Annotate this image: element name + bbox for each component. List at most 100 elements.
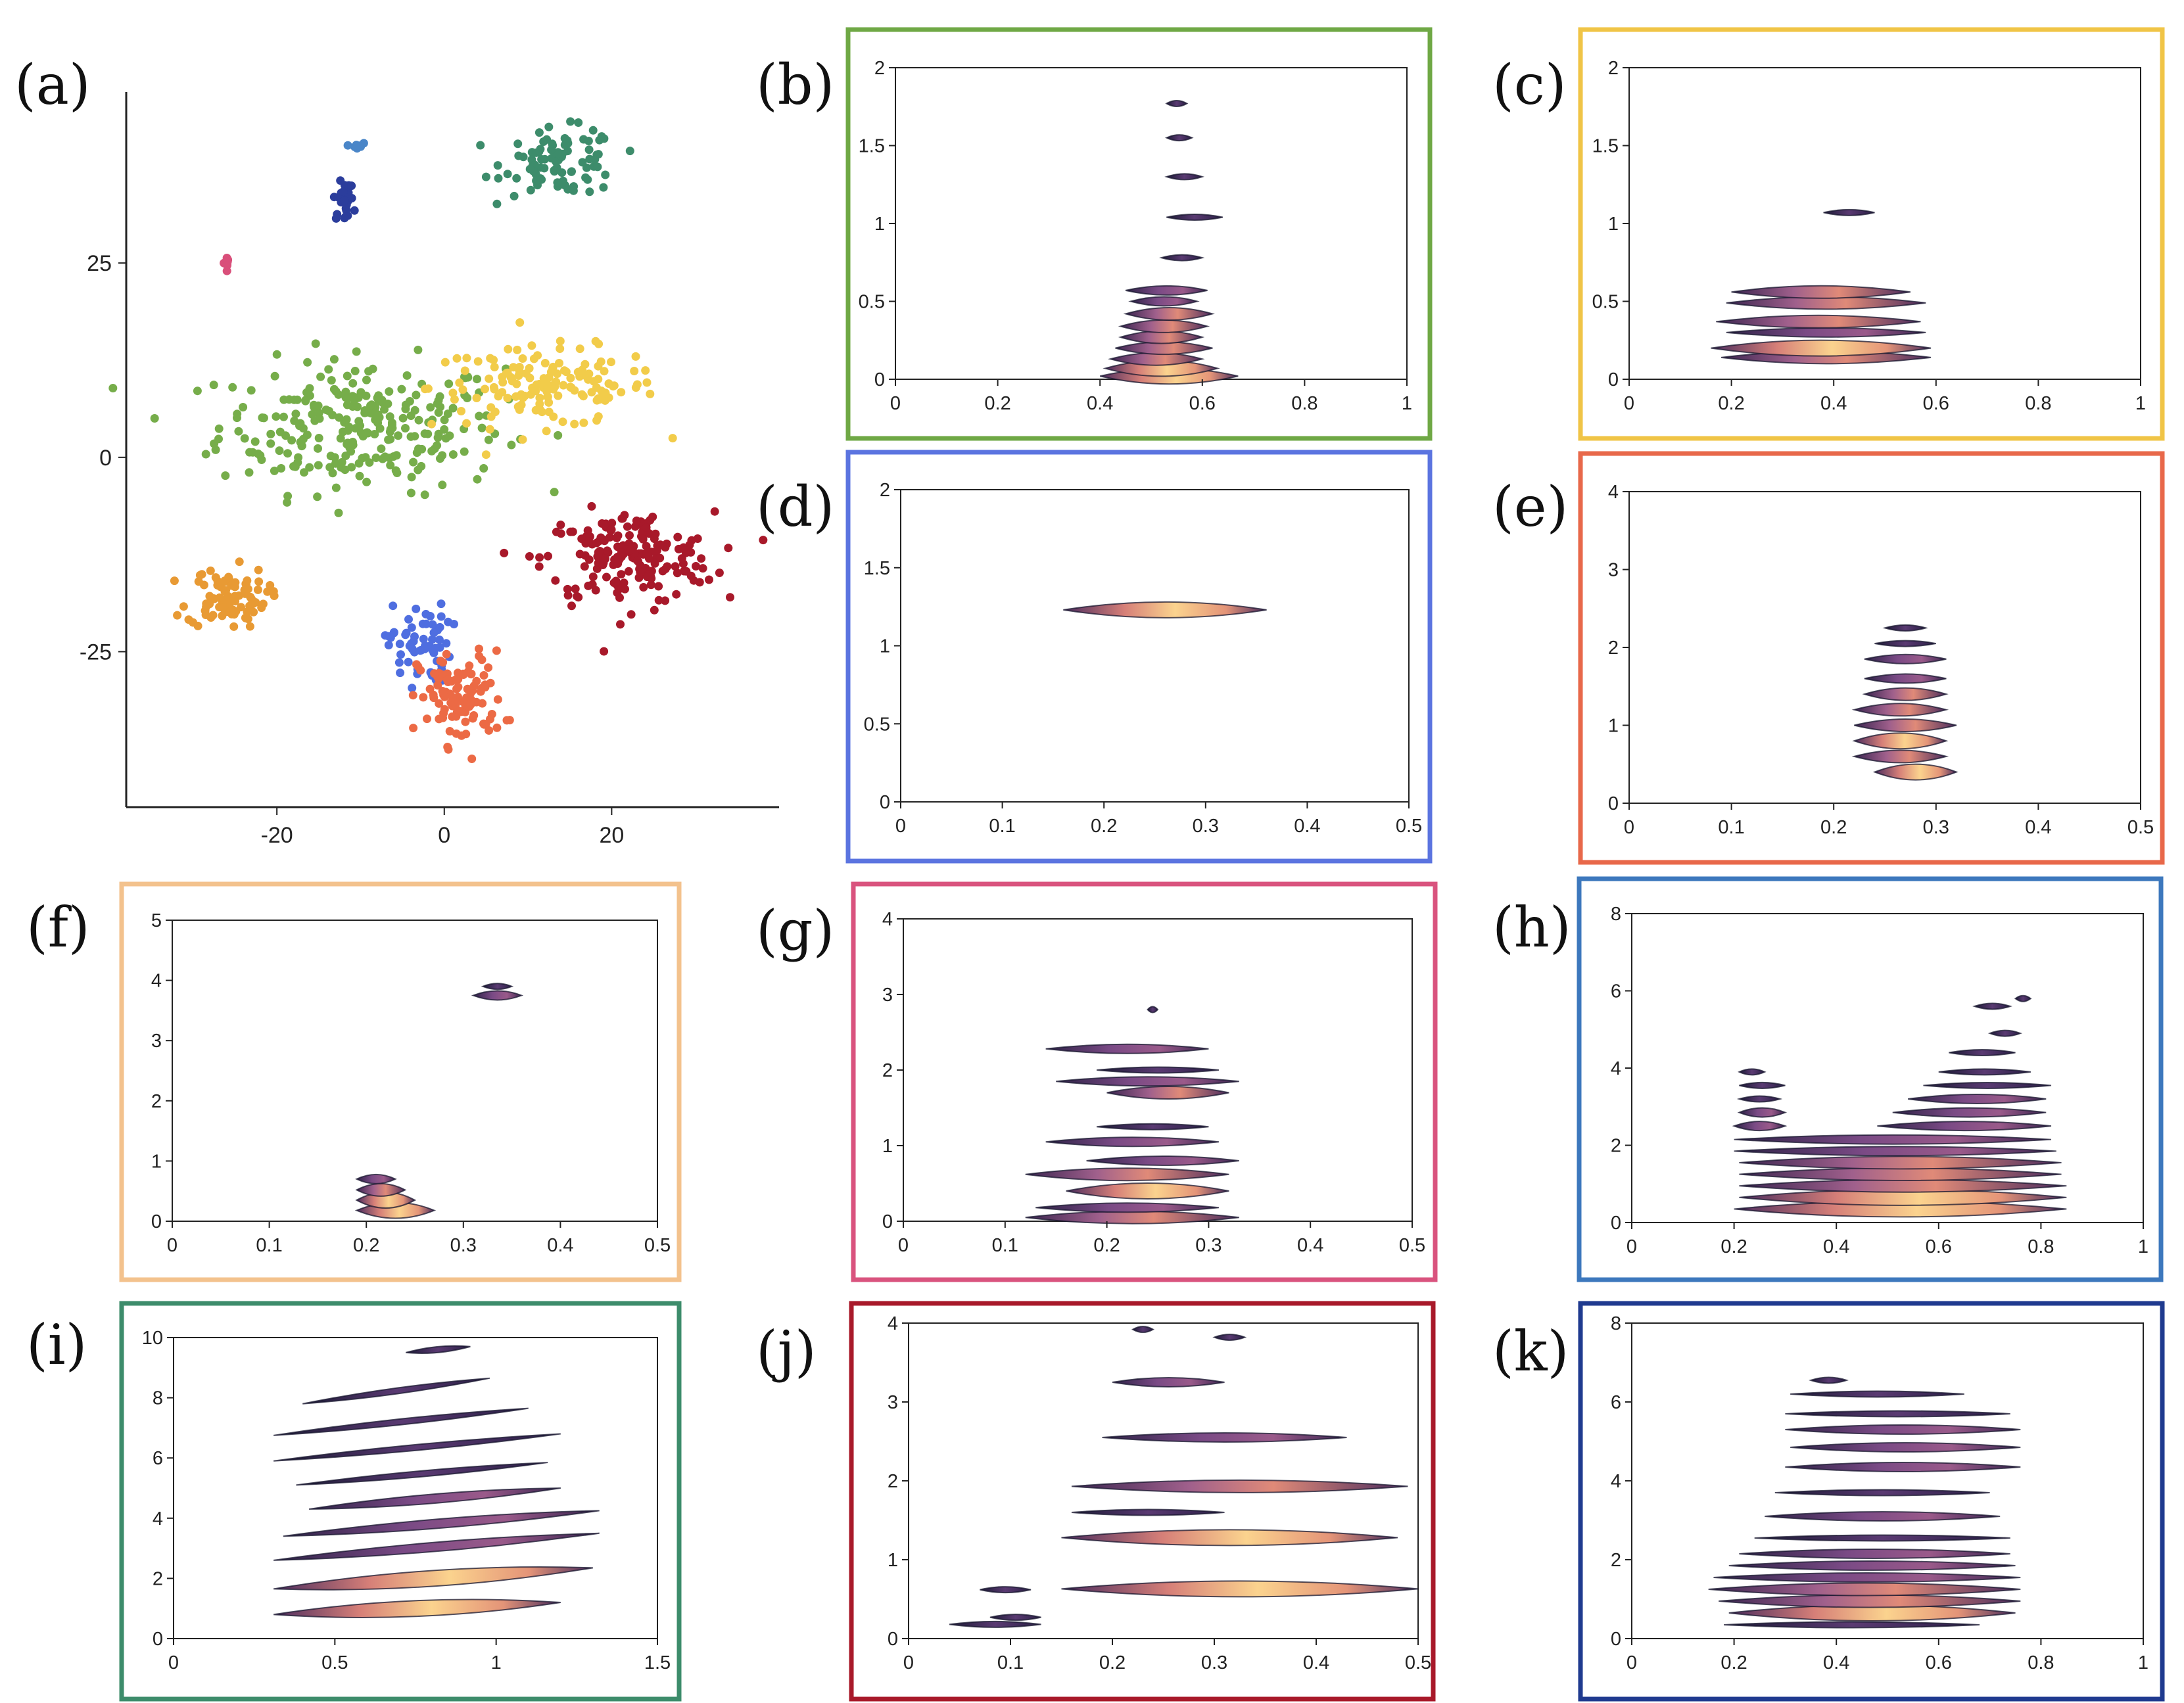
x-tick-label: 0.2	[1718, 393, 1744, 414]
scatter-point	[227, 581, 236, 590]
scatter-point	[410, 406, 419, 415]
scatter-point	[434, 429, 443, 438]
plot-area	[172, 920, 658, 1222]
scatter-point	[544, 551, 552, 561]
scatter-point	[532, 380, 541, 389]
density-band	[1972, 1002, 2012, 1010]
scatter-point	[391, 466, 400, 475]
density-band	[1731, 285, 1911, 299]
y-tick-label: 1	[882, 1136, 893, 1157]
scatter-point	[487, 710, 496, 718]
scatter-point	[484, 435, 493, 444]
density-band	[1938, 1068, 2031, 1076]
density-band	[1851, 703, 1949, 717]
scatter-point	[314, 434, 323, 442]
x-tick-label: -20	[261, 823, 293, 848]
scatter-point	[438, 480, 447, 490]
scatter-point	[269, 587, 278, 596]
scatter-point	[389, 601, 398, 611]
scatter-point	[442, 649, 451, 659]
scatter-point	[558, 168, 567, 177]
scatter-point	[594, 339, 604, 348]
scatter-point	[329, 385, 339, 394]
density-band	[1734, 1134, 2052, 1145]
scatter-point	[473, 357, 483, 366]
y-tick-label: 1	[151, 1151, 162, 1172]
scatter-point	[401, 404, 410, 413]
scatter-point	[283, 449, 292, 458]
density-band	[1754, 1534, 2010, 1542]
scatter-point	[515, 318, 525, 327]
density-band	[1723, 1621, 1980, 1629]
scatter-point	[439, 713, 448, 722]
y-tick-label: 4	[1611, 1058, 1621, 1079]
scatter-point	[567, 601, 576, 611]
scatter-point	[384, 641, 393, 649]
y-tick-label: 3	[151, 1031, 162, 1052]
y-tick-label: 0	[1611, 1213, 1621, 1234]
y-tick-label: 0	[99, 446, 112, 471]
scatter-point	[407, 473, 416, 482]
scatter-point	[537, 154, 546, 164]
scatter-point	[234, 427, 243, 436]
scatter-point	[575, 344, 584, 354]
scatter-point	[462, 419, 471, 428]
scatter-point	[254, 449, 263, 458]
scatter-point	[350, 206, 359, 215]
scatter-point	[272, 412, 281, 421]
scatter-point	[600, 647, 609, 656]
scatter-point	[585, 187, 594, 197]
density-plot-h: 0 0.2 0.4 0.6 0.8 1 0 2 4 6 8	[1611, 904, 2148, 1257]
scatter-point	[575, 368, 583, 377]
scatter-point	[275, 446, 284, 455]
density-band	[1158, 254, 1205, 262]
scatter-point	[487, 412, 496, 421]
scatter-point	[519, 152, 528, 162]
scatter-point	[493, 695, 502, 704]
panel-label-a: (a)	[14, 53, 91, 117]
scatter-point	[331, 214, 341, 223]
density-band	[296, 1462, 548, 1486]
scatter-point	[377, 444, 386, 454]
scatter-point	[381, 631, 390, 640]
scatter-point	[428, 635, 437, 644]
scatter-point	[226, 607, 235, 616]
x-tick-label: 0.2	[1721, 1652, 1747, 1673]
scatter-point	[481, 450, 490, 459]
x-tick-label: 0.4	[2025, 817, 2051, 838]
scatter-point	[583, 175, 592, 184]
y-tick-label: 10	[142, 1328, 163, 1349]
scatter-point	[646, 389, 655, 398]
x-tick-label: 0.4	[547, 1235, 573, 1256]
scatter-point	[385, 387, 394, 396]
scatter-point	[440, 358, 450, 367]
scatter-point	[353, 402, 362, 411]
scatter-point	[430, 669, 439, 678]
scatter-point	[577, 390, 586, 399]
scatter-point	[272, 350, 281, 359]
scatter-point	[617, 388, 626, 397]
scatter-point	[406, 432, 415, 441]
density-band	[1874, 640, 1936, 647]
density-plot-c: 0 0.2 0.4 0.6 0.8 1 0 0.5 1 1.5 2	[1592, 58, 2146, 414]
scatter-point	[490, 363, 499, 371]
scatter-point	[205, 599, 214, 609]
scatter-point	[245, 468, 254, 477]
scatter-point	[513, 139, 523, 149]
scatter-point	[600, 367, 609, 376]
x-tick-label: 0.5	[1396, 816, 1422, 837]
x-tick-label: 0	[1626, 1236, 1637, 1257]
scatter-point	[223, 261, 231, 270]
panel-frame-h	[1577, 876, 2164, 1282]
scatter-point	[515, 405, 524, 414]
scatter-point	[339, 187, 348, 197]
scatter-point	[266, 429, 275, 438]
scatter-point	[479, 719, 488, 728]
scatter-point	[503, 170, 512, 179]
x-tick-label: 0.6	[1923, 393, 1949, 414]
density-band	[1864, 653, 1947, 665]
scatter-point	[512, 174, 521, 183]
scatter-point	[300, 468, 308, 477]
scatter-point	[574, 118, 583, 127]
scatter-point	[437, 599, 446, 609]
